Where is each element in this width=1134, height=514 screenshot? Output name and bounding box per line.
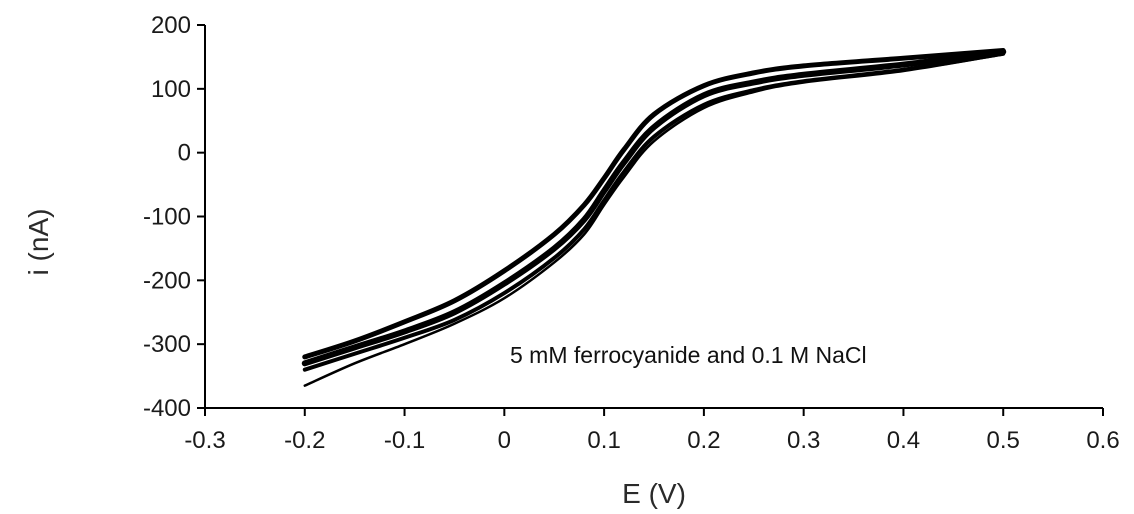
y-tick-label: -400 <box>143 395 191 422</box>
x-tick-label: 0.1 <box>587 427 620 454</box>
x-tick-label: -0.1 <box>384 427 425 454</box>
y-axis-title: i (nA) <box>23 209 54 276</box>
x-tick-label: 0.4 <box>887 427 920 454</box>
x-tick-label: 0.6 <box>1086 427 1119 454</box>
y-tick-label: 100 <box>151 76 191 103</box>
curves <box>301 48 1007 387</box>
y-tick-label: -200 <box>143 267 191 294</box>
series-line <box>302 51 1006 372</box>
y-tick-label: 200 <box>151 12 191 39</box>
x-tick-label: 0.2 <box>687 427 720 454</box>
y-tick-label: 0 <box>178 140 191 167</box>
y-tick-label: -100 <box>143 204 191 231</box>
x-axis-title: E (V) <box>622 478 686 509</box>
series-line <box>303 53 1005 387</box>
annotation: 5 mM ferrocyanide and 0.1 M NaCl <box>510 342 867 368</box>
x-tick-label: 0 <box>498 427 511 454</box>
x-tick-label: 0.5 <box>987 427 1020 454</box>
x-tick-label: -0.2 <box>284 427 325 454</box>
tick-labels: -400 -300 -200 -100 0 100 200 -0.3 -0.2 -0.1 0 0.1 0… <box>143 12 1120 454</box>
series-line <box>301 48 1007 367</box>
x-tick-label: 0.3 <box>787 427 820 454</box>
x-tick-label: -0.3 <box>184 427 225 454</box>
y-tick-label: -300 <box>143 331 191 358</box>
ticks <box>197 24 1104 416</box>
series-line <box>302 48 1006 360</box>
